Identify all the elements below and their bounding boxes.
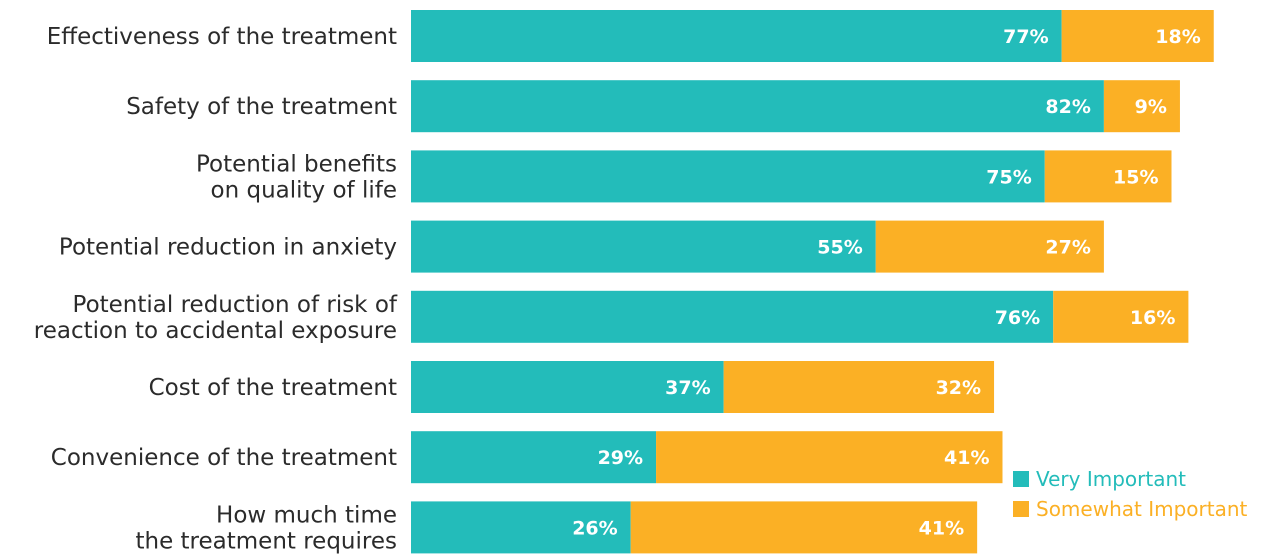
category-label-line: Convenience of the treatment [51, 445, 397, 471]
bar-very-important [411, 361, 724, 413]
category-label: How much time the treatment requires [135, 502, 397, 554]
data-label: 41% [919, 517, 964, 539]
bar-very-important [411, 220, 876, 273]
category-label-line: Potential benefits [196, 151, 397, 177]
data-label: 27% [1045, 237, 1090, 259]
data-label: 82% [1045, 96, 1090, 118]
legend: Very Important Somewhat Important [1013, 467, 1248, 521]
category-label-line: How much time [216, 502, 397, 528]
bar-somewhat-important [1044, 150, 1172, 203]
bar-somewhat-important [1103, 80, 1180, 133]
category-label: Potential reduction in anxiety [59, 235, 397, 261]
data-label: 16% [1130, 307, 1175, 329]
category-label: Potential reduction of risk of reaction t… [34, 292, 398, 344]
category-label: Cost of the treatment [149, 375, 397, 401]
category-label: Safety of the treatment [126, 94, 397, 120]
bar-somewhat-important [1053, 290, 1189, 343]
legend-swatch [1013, 471, 1029, 487]
bar-very-important [411, 10, 1062, 62]
data-label: 75% [986, 166, 1031, 188]
bar-very-important [411, 501, 631, 554]
category-label-line: Cost of the treatment [149, 375, 397, 401]
data-label: 76% [995, 307, 1040, 329]
category-label-line: reaction to accidental exposure [34, 318, 397, 344]
data-label: 55% [817, 237, 862, 259]
bars-group: 77% 18% 82% 9% 75% 15% 55% 27% 76% 16% 37% 32% 29% 41… [411, 10, 1214, 554]
category-label-line: the treatment requires [135, 528, 397, 554]
category-labels-group: Effectiveness of the treatment Safety of … [34, 24, 398, 554]
bar-somewhat-important [875, 220, 1104, 273]
data-label: 26% [572, 517, 617, 539]
category-label-line: on quality of life [211, 177, 397, 203]
data-label: 37% [665, 377, 710, 399]
legend-label: Somewhat Important [1036, 497, 1248, 521]
bar-somewhat-important [630, 501, 978, 554]
category-label-line: Effectiveness of the treatment [47, 24, 397, 50]
data-label: 41% [944, 447, 989, 469]
category-label: Potential benefits on quality of life [196, 151, 397, 203]
category-label: Convenience of the treatment [51, 445, 397, 471]
category-label-line: Potential reduction of risk of [73, 292, 398, 318]
category-label: Effectiveness of the treatment [47, 24, 397, 50]
data-label: 29% [598, 447, 643, 469]
bar-somewhat-important [656, 431, 1003, 484]
data-label: 77% [1003, 26, 1048, 48]
bar-very-important [411, 290, 1054, 343]
bar-very-important [411, 80, 1104, 133]
category-label-line: Potential reduction in anxiety [59, 235, 397, 261]
data-label: 9% [1135, 96, 1167, 118]
legend-swatch [1013, 501, 1029, 517]
legend-label: Very Important [1036, 467, 1186, 491]
bar-somewhat-important [723, 361, 995, 413]
bar-very-important [411, 431, 657, 484]
category-label-line: Safety of the treatment [126, 94, 397, 120]
data-label: 32% [936, 377, 981, 399]
bar-very-important [411, 150, 1045, 203]
bar-somewhat-important [1061, 10, 1214, 62]
data-label: 18% [1155, 26, 1200, 48]
data-label: 15% [1113, 166, 1158, 188]
